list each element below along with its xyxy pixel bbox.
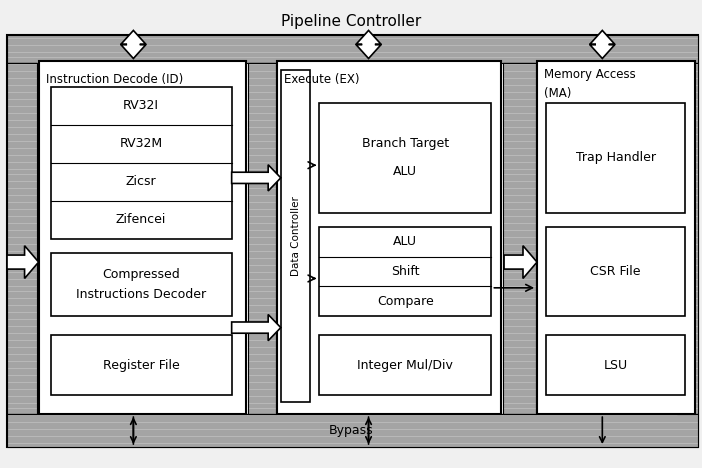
Bar (7, 63, 37, 414)
Text: Compare: Compare (377, 294, 434, 307)
Bar (51, 335, 232, 395)
Text: Zicsr: Zicsr (126, 175, 157, 188)
Bar (277, 61, 501, 414)
Bar (537, 61, 695, 414)
Bar (51, 87, 232, 239)
Text: Trap Handler: Trap Handler (576, 152, 656, 164)
Bar (546, 227, 685, 316)
Text: Integer Mul/Div: Integer Mul/Div (357, 358, 453, 372)
Text: Branch Target: Branch Target (362, 138, 449, 150)
Bar (503, 63, 536, 414)
Text: Compressed: Compressed (102, 268, 180, 280)
Bar (248, 63, 276, 414)
Text: Register File: Register File (102, 358, 180, 372)
Text: Data Controller: Data Controller (291, 197, 300, 276)
Text: Memory Access: Memory Access (544, 68, 636, 81)
Text: Instructions Decoder: Instructions Decoder (76, 288, 206, 301)
Text: Bypass: Bypass (329, 424, 373, 437)
Bar (546, 103, 685, 213)
Bar (51, 253, 232, 316)
Text: ALU: ALU (393, 235, 418, 249)
Bar (39, 61, 246, 414)
Bar (7, 35, 698, 447)
Bar (281, 70, 310, 402)
Bar (546, 335, 685, 395)
Text: CSR File: CSR File (590, 265, 641, 278)
Polygon shape (504, 246, 537, 278)
Text: ALU: ALU (393, 166, 418, 178)
Text: LSU: LSU (604, 358, 628, 372)
Bar (319, 103, 491, 213)
Text: Instruction Decode (ID): Instruction Decode (ID) (46, 73, 183, 86)
Text: (MA): (MA) (544, 87, 571, 100)
Text: Shift: Shift (391, 265, 420, 278)
Polygon shape (121, 30, 146, 58)
Polygon shape (232, 314, 281, 341)
Bar (7, 35, 698, 63)
Bar (319, 227, 491, 316)
Bar (319, 335, 491, 395)
Text: RV32M: RV32M (119, 137, 163, 150)
Text: Zifencei: Zifencei (116, 213, 166, 226)
Polygon shape (232, 165, 281, 191)
Text: Execute (EX): Execute (EX) (284, 73, 360, 86)
Text: Pipeline Controller: Pipeline Controller (281, 14, 421, 29)
Polygon shape (356, 30, 381, 58)
Text: RV32I: RV32I (123, 99, 159, 112)
Bar (677, 63, 698, 414)
Polygon shape (590, 30, 615, 58)
Polygon shape (7, 246, 39, 278)
Bar (7, 414, 698, 447)
